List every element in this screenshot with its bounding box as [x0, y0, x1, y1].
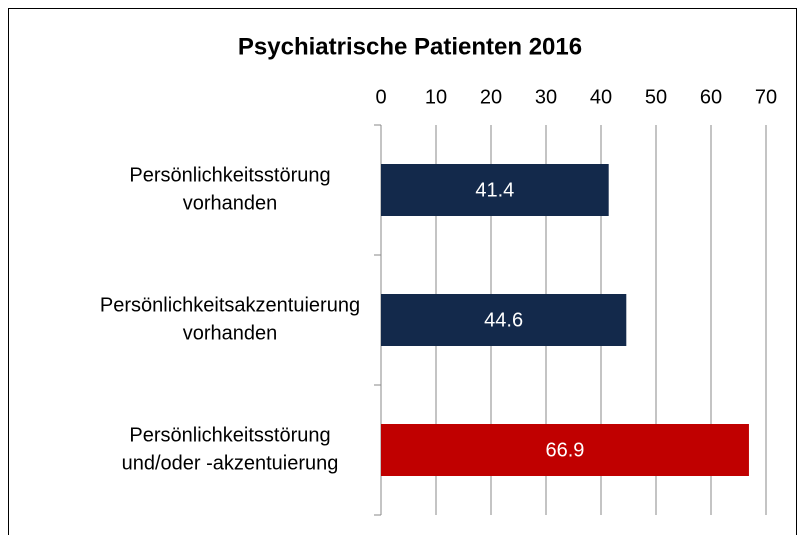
x-tick-label: 10: [425, 86, 447, 108]
y-tick-label: und/oder -akzentuierung: [122, 452, 339, 474]
y-tick-label: Persönlichkeitsstörung: [129, 164, 330, 186]
bar: [381, 294, 627, 346]
bar: [381, 424, 749, 476]
x-tick-label: 70: [755, 86, 777, 108]
x-tick-label: 50: [645, 86, 667, 108]
y-tick-label: Persönlichkeitsstörung: [129, 424, 330, 446]
value-label: 66.9: [546, 439, 585, 461]
x-tick-label: 20: [480, 86, 502, 108]
chart-title: Psychiatrische Patienten 2016: [238, 33, 582, 60]
x-tick-label: 30: [535, 86, 557, 108]
value-label: 44.6: [484, 309, 523, 331]
y-tick-label: vorhanden: [183, 192, 278, 214]
value-label: 41.4: [475, 179, 514, 201]
x-tick-label: 60: [700, 86, 722, 108]
y-tick-label: Persönlichkeitsakzentuierung: [100, 294, 360, 316]
bar: [381, 164, 609, 216]
x-tick-label: 0: [375, 86, 386, 108]
x-tick-label: 40: [590, 86, 612, 108]
y-tick-label: vorhanden: [183, 322, 278, 344]
